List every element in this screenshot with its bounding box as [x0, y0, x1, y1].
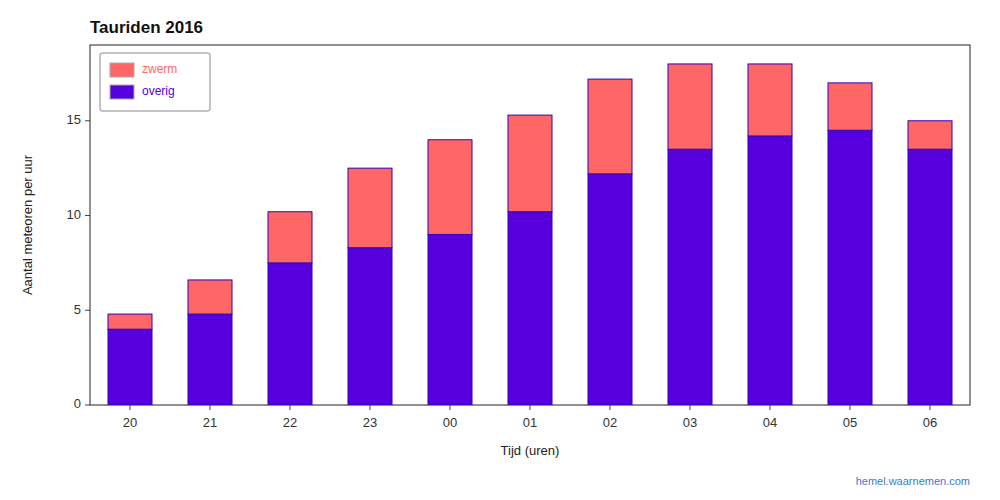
bar — [748, 64, 792, 136]
bar — [908, 121, 952, 149]
title: Tauriden 2016 — [90, 18, 203, 37]
x-tick-label: 23 — [363, 415, 377, 430]
x-tick-label: 02 — [603, 415, 617, 430]
bar — [188, 280, 232, 314]
bar — [748, 136, 792, 405]
bar — [828, 130, 872, 405]
x-tick-label: 06 — [923, 415, 937, 430]
bar — [348, 168, 392, 248]
x-tick — [530, 405, 531, 410]
legend-swatch — [110, 85, 134, 99]
legend-swatch — [110, 63, 134, 77]
x-tick — [850, 405, 851, 410]
bar — [908, 149, 952, 405]
bar — [268, 212, 312, 263]
y-tick — [85, 120, 90, 121]
x-tick — [450, 405, 451, 410]
bar — [108, 329, 152, 405]
x-tick-label: 01 — [523, 415, 537, 430]
x-tick-label: 03 — [683, 415, 697, 430]
y-tick — [85, 405, 90, 406]
bar — [508, 115, 552, 212]
bar — [668, 149, 712, 405]
legend-label: overig — [142, 84, 175, 98]
chart-container: 0510152021222300010203040506Tauriden 201… — [0, 0, 1000, 500]
bar — [428, 140, 472, 235]
y-tick-label: 0 — [74, 396, 81, 411]
bar — [108, 314, 152, 329]
bar — [268, 263, 312, 405]
background — [0, 0, 1000, 500]
x-tick — [690, 405, 691, 410]
bar — [588, 174, 632, 405]
x-tick — [370, 405, 371, 410]
x-tick — [130, 405, 131, 410]
bars — [108, 64, 952, 405]
x-tick — [610, 405, 611, 410]
y-tick-label: 10 — [67, 207, 81, 222]
x-tick — [770, 405, 771, 410]
y-tick-label: 5 — [74, 302, 81, 317]
x-tick-label: 20 — [123, 415, 137, 430]
y-tick — [85, 215, 90, 216]
legend: zwerm overig — [100, 53, 210, 111]
annotation: hemel.waarnemen.com — [856, 475, 970, 487]
y-axis-label: Aantal meteoren per uur — [20, 154, 35, 295]
x-tick-label: 21 — [203, 415, 217, 430]
x-tick-label: 00 — [443, 415, 457, 430]
x-tick — [210, 405, 211, 410]
x-tick-label: 04 — [763, 415, 777, 430]
bar — [668, 64, 712, 149]
legend-frame — [100, 53, 210, 111]
x-tick — [290, 405, 291, 410]
chart: 0510152021222300010203040506Tauriden 201… — [0, 0, 1000, 500]
bar — [508, 212, 552, 405]
legend-label: zwerm — [142, 62, 177, 76]
x-tick-label: 05 — [843, 415, 857, 430]
plot-frame — [90, 45, 970, 405]
bar — [188, 314, 232, 405]
x-tick-label: 22 — [283, 415, 297, 430]
y-tick-label: 15 — [67, 112, 81, 127]
bar — [348, 248, 392, 405]
y-tick — [85, 310, 90, 311]
bar — [428, 234, 472, 405]
bar — [828, 83, 872, 130]
x-tick — [930, 405, 931, 410]
bar — [588, 79, 632, 174]
x-axis-label: Tijd (uren) — [501, 443, 560, 458]
axes: 0510152021222300010203040506 — [67, 45, 970, 430]
